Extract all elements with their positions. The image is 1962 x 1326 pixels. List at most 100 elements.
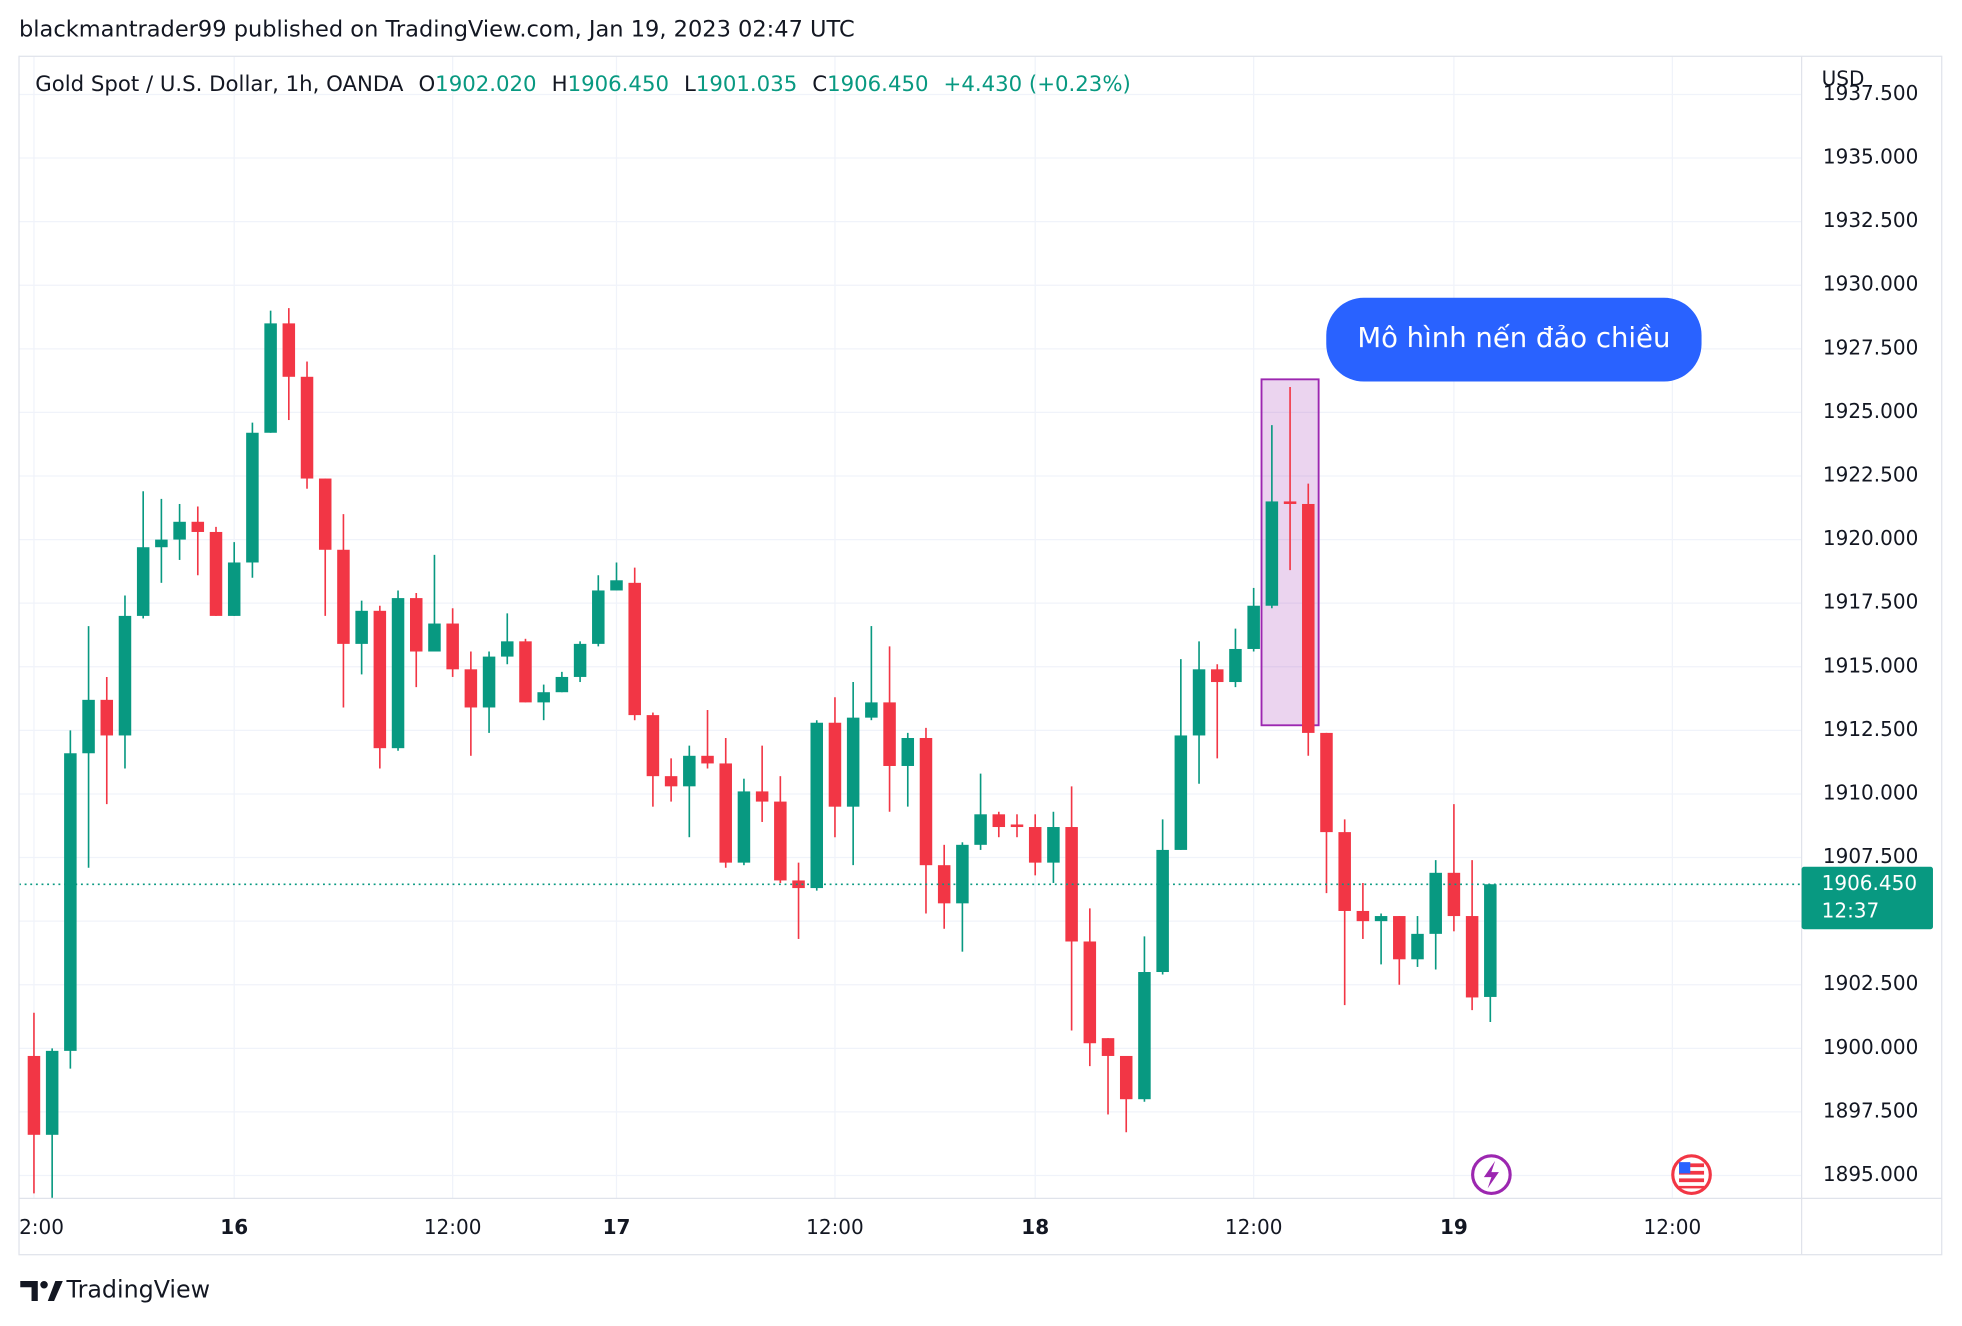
x-tick-label: 17 bbox=[603, 1215, 631, 1239]
candle-body bbox=[1393, 916, 1406, 960]
candle-body bbox=[519, 641, 532, 703]
candle-body bbox=[82, 699, 95, 754]
legend-value: 1906.450 bbox=[827, 72, 928, 97]
y-tick-label: 1917.500 bbox=[1823, 590, 1918, 614]
x-tick-label: 12:00 bbox=[1644, 1215, 1702, 1239]
x-tick-label: 18 bbox=[1021, 1215, 1049, 1239]
candle-body bbox=[1429, 872, 1442, 934]
candle-body bbox=[1083, 941, 1097, 1044]
legend-value: 1902.020 bbox=[435, 72, 536, 97]
legend-change: +4.430 (+0.23%) bbox=[944, 72, 1131, 97]
candle-body bbox=[1119, 1055, 1133, 1100]
y-tick-label: 1915.000 bbox=[1823, 653, 1918, 677]
y-tick-label: 1932.500 bbox=[1823, 208, 1918, 232]
candle-body bbox=[1465, 916, 1479, 998]
candle-body bbox=[1065, 827, 1078, 942]
x-tick-label: 12:00 bbox=[1225, 1215, 1283, 1239]
candle-body bbox=[173, 521, 186, 540]
candle-body bbox=[428, 623, 441, 652]
legend-key: L bbox=[684, 72, 696, 97]
legend-key: C bbox=[812, 72, 827, 97]
candle-body bbox=[774, 801, 787, 881]
lightning-icon bbox=[1471, 1154, 1512, 1195]
candle-body bbox=[1047, 827, 1060, 863]
candle-body bbox=[610, 580, 623, 591]
y-tick-label: 1927.500 bbox=[1823, 335, 1918, 359]
currency-bg bbox=[1802, 57, 1941, 103]
candle-body bbox=[446, 623, 459, 670]
candle-body bbox=[646, 715, 660, 777]
candle-body bbox=[1210, 669, 1224, 683]
candle-body bbox=[391, 598, 405, 749]
candle-body bbox=[209, 531, 223, 616]
x-tick-label: 12:00 bbox=[806, 1215, 864, 1239]
candle-body bbox=[755, 791, 769, 802]
candle-body bbox=[136, 547, 150, 616]
candle-body bbox=[1138, 972, 1151, 1100]
x-tick-label: 2:00 bbox=[19, 1215, 64, 1239]
candle-body bbox=[64, 753, 77, 1051]
y-tick-label: 1935.000 bbox=[1823, 145, 1918, 169]
x-tick-label: 19 bbox=[1440, 1215, 1468, 1239]
candle-body bbox=[992, 814, 1006, 828]
candle-body bbox=[355, 610, 368, 644]
y-tick-label: 1900.000 bbox=[1823, 1035, 1918, 1059]
candle-body bbox=[737, 791, 751, 863]
countdown: 12:37 bbox=[1822, 898, 1880, 922]
legend-symbol: Gold Spot / U.S. Dollar, 1h, OANDA bbox=[35, 72, 404, 97]
x-tick-label: 16 bbox=[220, 1215, 248, 1239]
candle-body bbox=[701, 755, 714, 764]
candle-body bbox=[1265, 501, 1279, 606]
candle-body bbox=[1283, 501, 1297, 504]
legend-value: 1906.450 bbox=[568, 72, 669, 97]
candle-body bbox=[846, 717, 860, 807]
candle-body bbox=[27, 1055, 41, 1135]
frame bbox=[18, 55, 1943, 1256]
candle-body bbox=[264, 323, 277, 433]
candle-body bbox=[573, 643, 587, 677]
candle-body bbox=[792, 880, 805, 889]
y-tick-label: 1922.500 bbox=[1823, 462, 1918, 486]
candle-body bbox=[555, 676, 569, 693]
legend-key: O bbox=[418, 72, 435, 97]
y-tick-label: 1902.500 bbox=[1823, 971, 1918, 995]
candle-body bbox=[501, 641, 514, 657]
candle-body bbox=[155, 539, 168, 548]
candle-body bbox=[865, 702, 878, 718]
candle-body bbox=[810, 722, 824, 889]
candle-body bbox=[1374, 916, 1388, 922]
candle-body bbox=[45, 1050, 59, 1135]
footer-brand: TradingView bbox=[66, 1275, 211, 1303]
last-price-badge bbox=[1801, 866, 1933, 930]
candle-body bbox=[1302, 503, 1315, 733]
y-tick-label: 1930.000 bbox=[1823, 272, 1918, 296]
currency: USD bbox=[1822, 67, 1865, 91]
legend: Gold Spot / U.S. Dollar, 1h, OANDA O1902.… bbox=[35, 72, 1131, 97]
annotation-text: Mô hình nến đảo chiều bbox=[1357, 322, 1670, 354]
candle-body bbox=[1484, 884, 1497, 997]
candle-body bbox=[901, 737, 915, 766]
candle-body bbox=[883, 702, 896, 766]
footer-logo bbox=[20, 1280, 63, 1301]
candle-body bbox=[300, 376, 314, 479]
candle-body bbox=[1192, 669, 1206, 736]
candle-body bbox=[592, 590, 605, 644]
candle-body bbox=[919, 737, 933, 866]
candle-body bbox=[1338, 832, 1351, 911]
candle-body bbox=[1447, 872, 1461, 917]
y-tick-label: 1910.000 bbox=[1823, 780, 1918, 804]
candle-body bbox=[118, 615, 132, 736]
candle-body bbox=[191, 521, 205, 532]
legend-key: H bbox=[552, 72, 568, 97]
candle-body bbox=[683, 755, 696, 787]
candle-body bbox=[373, 610, 387, 749]
candle-body bbox=[246, 432, 259, 563]
candle-body bbox=[227, 562, 241, 616]
x-tick-label: 12:00 bbox=[424, 1215, 482, 1239]
candle-body bbox=[1101, 1038, 1115, 1056]
candle-body bbox=[974, 814, 987, 845]
candle-body bbox=[1174, 735, 1188, 850]
header-title: blackmantrader99 published on TradingVie… bbox=[19, 17, 855, 43]
flag-icon bbox=[1671, 1154, 1712, 1195]
